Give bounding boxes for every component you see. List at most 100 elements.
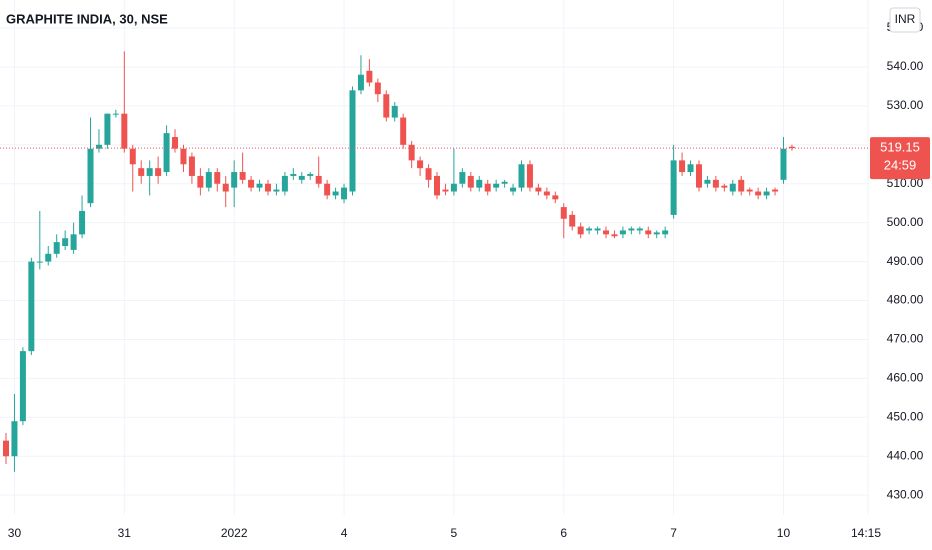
candle-body <box>374 82 381 95</box>
y-tick-label: 510.00 <box>887 176 924 190</box>
y-tick-label: 430.00 <box>887 487 924 501</box>
candle-body <box>146 168 153 176</box>
candle-body <box>704 179 711 184</box>
candle-body <box>476 179 483 188</box>
last-price-label: 519.15 <box>880 140 920 155</box>
y-tick-label: 490.00 <box>887 254 924 268</box>
candle-body <box>214 172 221 184</box>
candle-body <box>425 168 432 180</box>
candle-body <box>315 175 322 184</box>
x-tick-label: 5 <box>451 526 458 540</box>
candle-body <box>281 175 288 192</box>
candle-body <box>501 181 508 184</box>
candle-body <box>442 189 449 192</box>
candle-body <box>231 172 238 188</box>
candle-body <box>679 160 686 173</box>
candle-body <box>19 351 26 422</box>
candle-body <box>155 168 162 176</box>
candle-body <box>366 70 373 83</box>
candle-body <box>138 168 145 176</box>
candle-body <box>780 148 787 180</box>
candle-body <box>45 253 52 262</box>
candle-body <box>729 183 736 192</box>
y-tick-label: 460.00 <box>887 371 924 385</box>
candle-body <box>518 164 525 188</box>
candle-body <box>594 228 601 231</box>
candle-body <box>324 183 331 196</box>
candle-body <box>163 133 170 173</box>
candle-body <box>129 148 136 165</box>
candle-body <box>357 74 364 91</box>
candle-body <box>738 179 745 192</box>
candle-body <box>788 146 795 149</box>
candle-body <box>87 148 94 204</box>
y-tick-label: 450.00 <box>887 409 924 423</box>
last-price-badge <box>870 137 930 180</box>
candle-body <box>188 156 195 176</box>
candle-body <box>619 230 626 235</box>
currency[interactable]: INR <box>895 12 916 26</box>
candle-body <box>197 175 204 188</box>
x-tick-label: 14:15 <box>851 526 881 540</box>
candle-body <box>383 94 390 118</box>
x-tick-label: 10 <box>777 526 791 540</box>
y-tick-label: 530.00 <box>887 98 924 112</box>
candle-body <box>484 183 491 192</box>
candle-body <box>603 230 610 235</box>
candle-body <box>662 230 669 235</box>
candle-body <box>493 183 500 188</box>
candle-body <box>653 232 660 235</box>
candle-body <box>341 187 348 200</box>
candle-body <box>400 117 407 145</box>
candle-body <box>290 174 297 176</box>
candle-body <box>560 207 567 219</box>
countdown: 24:59 <box>884 158 917 173</box>
x-tick-label: 2022 <box>221 526 248 540</box>
y-tick-label: 470.00 <box>887 332 924 346</box>
candle-body <box>53 242 60 254</box>
candle-body <box>746 189 753 192</box>
candle-body <box>95 144 102 149</box>
y-tick-label: 500.00 <box>887 215 924 229</box>
candle-body <box>772 189 779 192</box>
candle-body <box>763 191 770 196</box>
candle-body <box>543 191 550 196</box>
candle-body <box>695 164 702 188</box>
candle-body <box>586 228 593 231</box>
candle-body <box>28 261 35 352</box>
candle-body <box>535 187 542 192</box>
candle-body <box>450 183 457 192</box>
y-tick-label: 540.00 <box>887 59 924 73</box>
candle-body <box>712 179 719 188</box>
x-tick-label: 4 <box>341 526 348 540</box>
candle-body <box>104 113 111 145</box>
x-tick-label: 7 <box>670 526 677 540</box>
candle-body <box>264 183 271 192</box>
candle-body <box>755 191 762 196</box>
candle-body <box>70 234 77 250</box>
candle-body <box>298 175 305 180</box>
candle-body <box>36 261 43 263</box>
candle-body <box>11 421 18 457</box>
candle-body <box>205 172 212 188</box>
candle-body <box>467 175 474 188</box>
candle-body <box>645 230 652 235</box>
chart-title: GRAPHITE INDIA, 30, NSE <box>6 11 168 26</box>
candle-body <box>3 440 10 457</box>
candle-body <box>577 226 584 235</box>
candle-body <box>239 172 246 180</box>
candle-body <box>172 137 179 149</box>
candle-body <box>248 179 255 188</box>
candles <box>0 51 868 472</box>
candle-body <box>256 183 263 188</box>
candle-body <box>611 234 618 237</box>
y-tick-label: 440.00 <box>887 448 924 462</box>
candle-body <box>459 172 466 184</box>
candle-body <box>222 183 229 192</box>
candle-body <box>273 189 280 192</box>
currency-badge[interactable] <box>889 7 921 33</box>
candle-body <box>721 185 728 188</box>
candle-body <box>628 228 635 231</box>
